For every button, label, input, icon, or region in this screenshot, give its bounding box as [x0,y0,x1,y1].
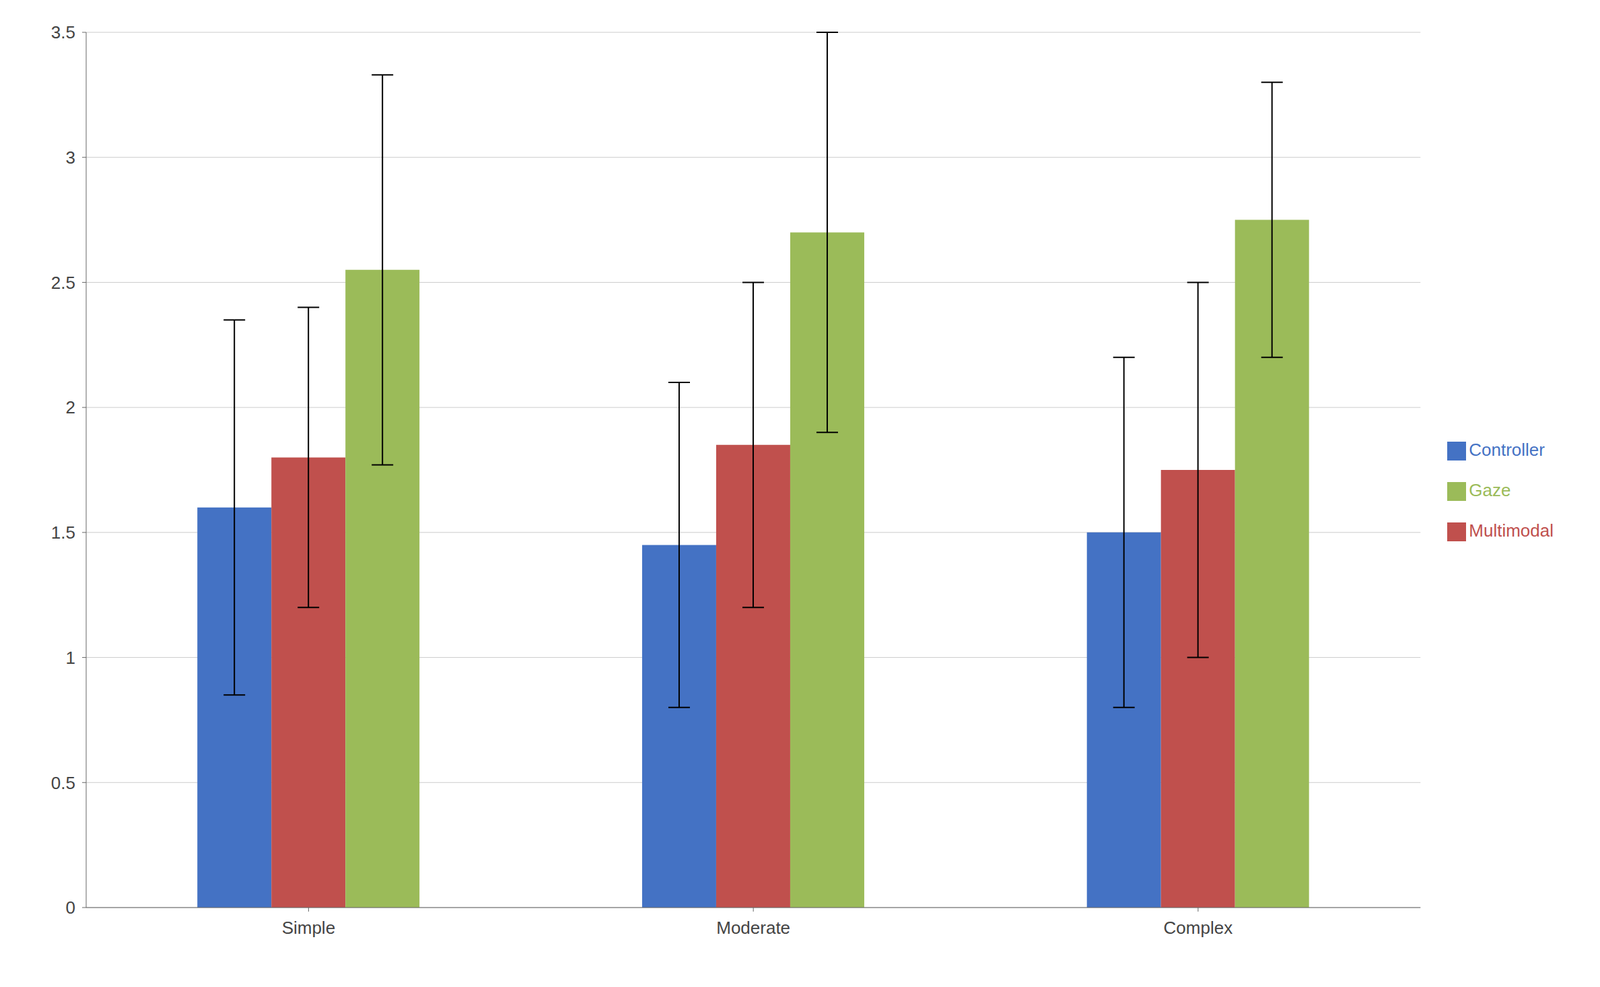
svg-text:1.5: 1.5 [51,522,76,543]
svg-text:3.5: 3.5 [51,22,76,43]
html-text:Controller: Controller [1468,439,1545,460]
svg-text:Complex: Complex [1163,917,1234,938]
svg-text:Moderate: Moderate [716,917,791,938]
html-text:Gaze: Gaze [1468,479,1511,501]
svg-text:Simple: Simple [282,917,336,938]
svg-text:2: 2 [65,397,76,418]
html-text:Multimodal: Multimodal [1468,520,1554,541]
svg-text:1: 1 [65,647,76,668]
svg-text:3: 3 [65,147,76,168]
svg-text:0.5: 0.5 [51,772,76,793]
svg-text:0: 0 [65,897,76,918]
svg-text:2.5: 2.5 [51,272,76,293]
